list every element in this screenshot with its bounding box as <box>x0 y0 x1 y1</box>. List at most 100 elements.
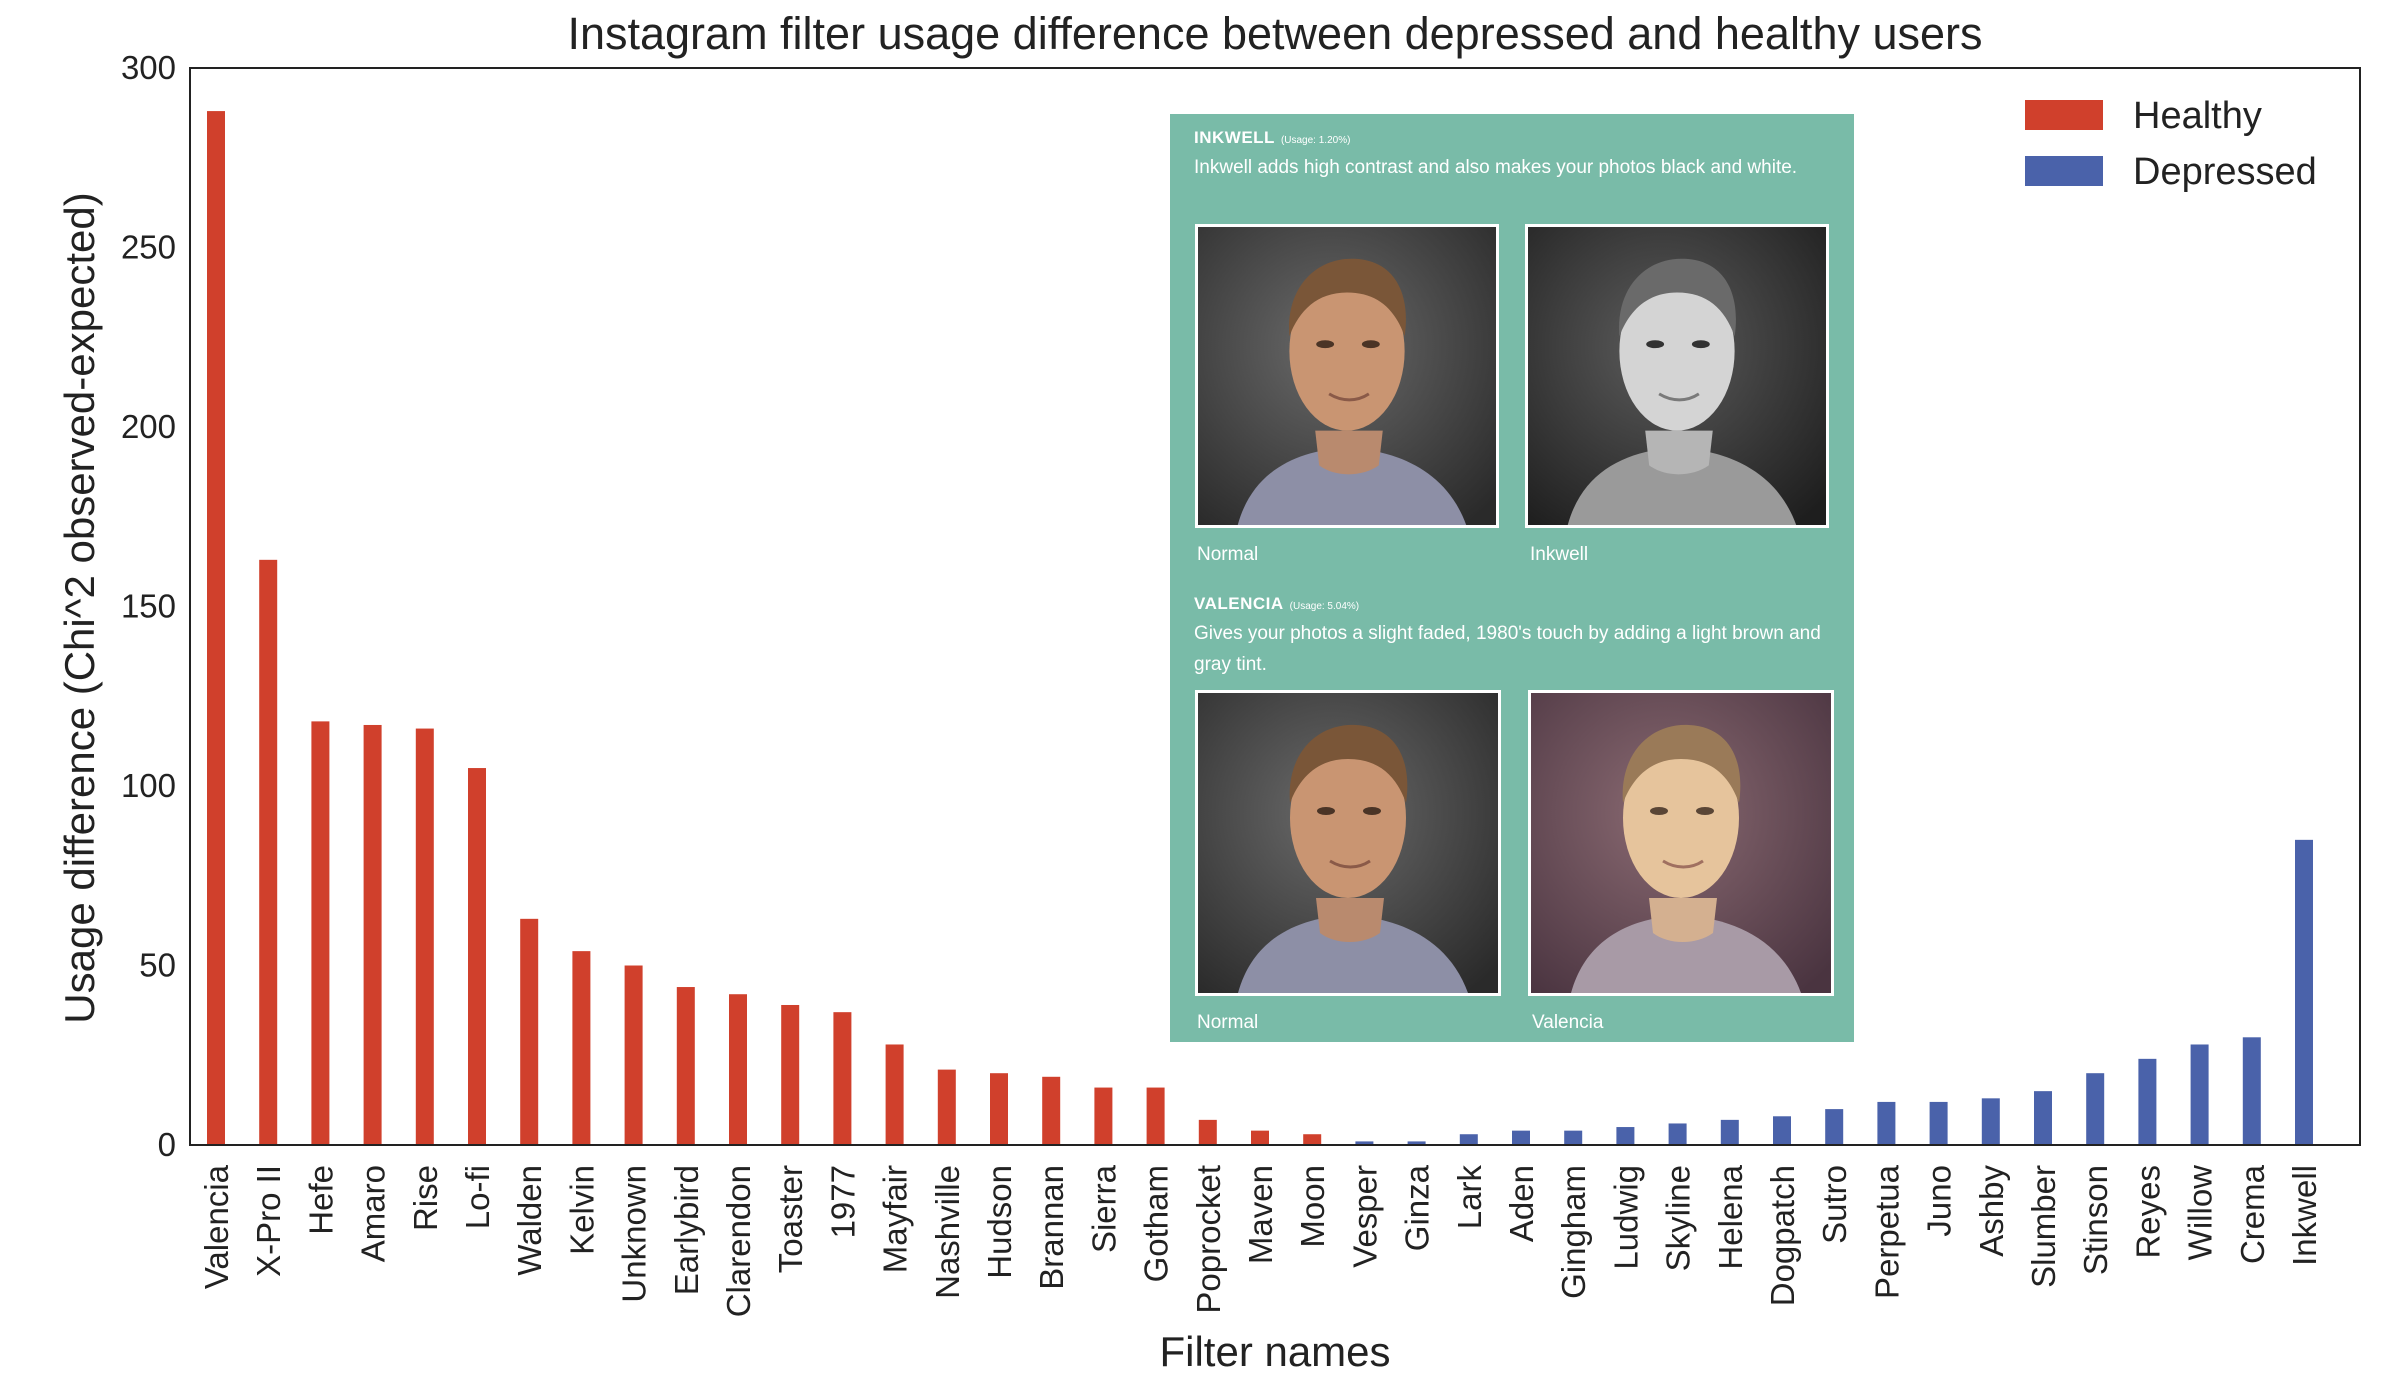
x-tick-label: Nashville <box>929 1165 966 1299</box>
bar-clarendon <box>729 994 747 1145</box>
inkwell-normal-photo <box>1195 224 1499 528</box>
bar-amaro <box>363 724 382 1145</box>
bar-nashville <box>937 1069 956 1145</box>
x-tick-label: Willow <box>2182 1165 2219 1260</box>
x-tick-label: Hudson <box>981 1165 1018 1279</box>
bar-gingham <box>1564 1130 1583 1145</box>
x-tick-label: Ludwig <box>1607 1165 1644 1270</box>
inkwell-normal-caption: Normal <box>1197 544 1259 565</box>
bar-rise <box>415 728 434 1145</box>
x-tick-label: Inkwell <box>2286 1165 2323 1266</box>
valencia-normal-photo <box>1195 690 1501 996</box>
bar-lo-fi <box>468 768 486 1145</box>
bar-1977 <box>833 1012 852 1145</box>
valencia-title-text: VALENCIA <box>1194 594 1284 613</box>
filter-examples-inset: INKWELL (Usage: 1.20%) Inkwell adds high … <box>1170 114 1854 1042</box>
plot-frame <box>189 67 2361 1146</box>
bar-maven <box>1251 1130 1269 1145</box>
inkwell-title: INKWELL (Usage: 1.20%) <box>1194 128 1350 148</box>
x-tick-label: Amaro <box>355 1165 392 1262</box>
x-tick-label: Reyes <box>2129 1165 2166 1259</box>
x-tick-label: Skyline <box>1660 1165 1697 1271</box>
bar-reyes <box>2138 1058 2157 1145</box>
chart-title: Instagram filter usage difference betwee… <box>567 8 1982 59</box>
bar-slumber <box>2034 1091 2052 1145</box>
x-tick-label: Kelvin <box>563 1165 600 1255</box>
y-tick-label: 200 <box>121 408 176 445</box>
x-tick-label: Walden <box>511 1165 548 1276</box>
bar-skyline <box>1668 1123 1687 1145</box>
x-tick-label: Stinson <box>2077 1165 2114 1275</box>
x-tick-label: Earlybird <box>668 1165 705 1295</box>
bar-sutro <box>1825 1109 1844 1145</box>
bar-earlybird <box>676 987 695 1145</box>
valencia-normal-caption: Normal <box>1197 1012 1259 1033</box>
bar-perpetua <box>1877 1101 1896 1145</box>
y-tick-label: 300 <box>121 49 176 86</box>
bar-lark <box>1459 1134 1478 1145</box>
x-tick-label: Rise <box>407 1165 444 1231</box>
bar-inkwell <box>2295 839 2313 1145</box>
x-axis-label: Filter names <box>1159 1328 1390 1375</box>
x-tick-label: 1977 <box>824 1165 861 1238</box>
x-tick-label: Slumber <box>2025 1165 2062 1288</box>
bar-poprocket <box>1198 1119 1217 1145</box>
bars-group <box>207 111 2313 1146</box>
bar-walden <box>520 918 539 1145</box>
y-ticks-group: 0 50 100 150 200 250 300 <box>121 49 176 1163</box>
bar-ashby <box>1981 1098 2000 1145</box>
legend-label-depressed: Depressed <box>2133 151 2317 193</box>
legend-label-healthy: Healthy <box>2133 95 2262 137</box>
x-tick-label: Perpetua <box>1868 1164 1905 1299</box>
y-tick-label: 150 <box>121 588 176 625</box>
bar-ludwig <box>1616 1127 1635 1145</box>
x-tick-label: Crema <box>2234 1164 2271 1264</box>
y-tick-label: 50 <box>139 947 176 984</box>
inkwell-filtered-photo <box>1525 224 1829 528</box>
x-tick-label: Hefe <box>302 1165 339 1235</box>
valencia-title: VALENCIA (Usage: 5.04%) <box>1194 594 1359 614</box>
valencia-description: Gives your photos a slight faded, 1980's… <box>1194 623 1821 675</box>
y-tick-label: 100 <box>121 767 176 804</box>
x-tick-label: Toaster <box>772 1165 809 1273</box>
bar-helena <box>1720 1119 1739 1145</box>
inkwell-title-text: INKWELL <box>1194 128 1275 147</box>
x-tick-label: Juno <box>1921 1165 1958 1237</box>
bar-dogpatch <box>1773 1116 1791 1145</box>
bar-brannan <box>1042 1076 1061 1145</box>
x-tick-label: Lark <box>1451 1165 1488 1230</box>
x-tick-label: Sutro <box>1816 1165 1853 1244</box>
x-tick-label: Moon <box>1294 1165 1331 1248</box>
x-tick-label: X-Pro II <box>250 1165 287 1277</box>
x-tick-label: Vesper <box>1346 1165 1383 1268</box>
x-tick-label: Valencia <box>198 1164 235 1289</box>
inkwell-usage: (Usage: 1.20%) <box>1280 135 1351 146</box>
x-tick-label: Brannan <box>1033 1165 1070 1290</box>
bar-vesper <box>1355 1141 1374 1145</box>
bar-stinson <box>2086 1073 2105 1145</box>
bar-kelvin <box>572 951 591 1145</box>
x-tick-label: Maven <box>1242 1165 1279 1264</box>
y-tick-label: 0 <box>158 1126 176 1163</box>
x-tick-label: Helena <box>1712 1164 1749 1269</box>
x-tick-label: Unknown <box>616 1165 653 1303</box>
bar-ginza <box>1407 1141 1426 1145</box>
x-tick-label: Aden <box>1503 1165 1540 1242</box>
bar-aden <box>1512 1130 1530 1145</box>
bar-hefe <box>311 721 330 1145</box>
x-tick-label: Ashby <box>1973 1165 2010 1257</box>
valencia-usage: (Usage: 5.04%) <box>1289 601 1360 612</box>
bar-x-pro-ii <box>259 559 278 1145</box>
x-tick-label: Ginza <box>1399 1164 1436 1251</box>
y-tick-label: 250 <box>121 229 176 266</box>
bar-willow <box>2190 1044 2209 1145</box>
x-tick-label: Sierra <box>1085 1164 1122 1253</box>
legend-swatch-depressed <box>2025 156 2103 186</box>
x-tick-label: Gotham <box>1138 1165 1175 1282</box>
legend: Healthy Depressed <box>2025 95 2317 193</box>
bar-valencia <box>207 111 225 1146</box>
valencia-filtered-photo <box>1528 690 1834 996</box>
bar-moon <box>1303 1134 1322 1145</box>
valencia-filtered-caption: Valencia <box>1532 1012 1604 1033</box>
bar-unknown <box>624 965 643 1145</box>
